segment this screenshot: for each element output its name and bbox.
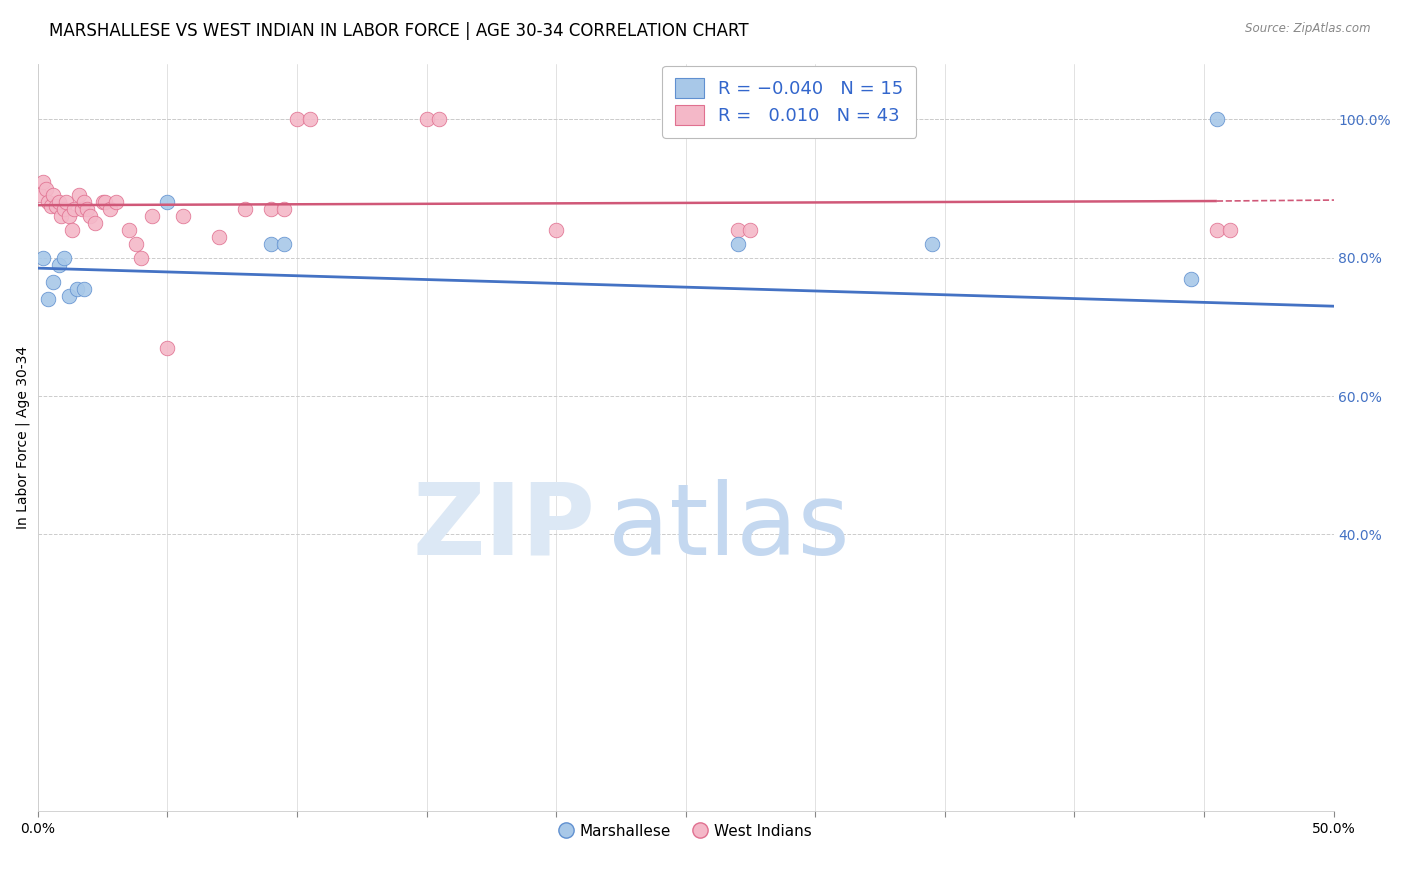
- Point: [58, 209, 80, 223]
- Point: [727, 223, 749, 237]
- Point: [52, 202, 75, 217]
- Point: [1219, 223, 1241, 237]
- Point: [233, 202, 256, 217]
- Point: [260, 236, 283, 251]
- Point: [60, 223, 83, 237]
- Point: [1206, 112, 1229, 127]
- Point: [48, 195, 70, 210]
- Point: [100, 202, 122, 217]
- Point: [91, 195, 114, 210]
- Point: [546, 223, 568, 237]
- Point: [55, 195, 77, 210]
- Point: [58, 289, 80, 303]
- Point: [42, 275, 65, 289]
- Point: [727, 236, 749, 251]
- Point: [48, 258, 70, 272]
- Point: [79, 209, 101, 223]
- Point: [117, 223, 139, 237]
- Text: MARSHALLESE VS WEST INDIAN IN LABOR FORCE | AGE 30-34 CORRELATION CHART: MARSHALLESE VS WEST INDIAN IN LABOR FORC…: [49, 22, 749, 40]
- Point: [273, 202, 295, 217]
- Point: [921, 236, 943, 251]
- Text: Source: ZipAtlas.com: Source: ZipAtlas.com: [1246, 22, 1371, 36]
- Point: [260, 202, 283, 217]
- Point: [740, 223, 762, 237]
- Point: [141, 209, 163, 223]
- Point: [34, 181, 56, 195]
- Point: [429, 112, 451, 127]
- Point: [63, 202, 86, 217]
- Point: [1206, 223, 1229, 237]
- Point: [52, 251, 75, 265]
- Point: [156, 341, 179, 355]
- Point: [94, 195, 117, 210]
- Point: [30, 188, 52, 202]
- Point: [208, 230, 231, 244]
- Point: [298, 112, 321, 127]
- Point: [37, 292, 59, 306]
- Point: [104, 195, 127, 210]
- Point: [172, 209, 194, 223]
- Text: atlas: atlas: [607, 479, 849, 575]
- Point: [42, 188, 65, 202]
- Point: [125, 236, 148, 251]
- Legend: Marshallese, West Indians: Marshallese, West Indians: [554, 817, 818, 845]
- Point: [37, 195, 59, 210]
- Point: [45, 199, 67, 213]
- Point: [285, 112, 308, 127]
- Point: [156, 195, 179, 210]
- Text: ZIP: ZIP: [412, 479, 595, 575]
- Point: [67, 188, 90, 202]
- Point: [415, 112, 437, 127]
- Point: [39, 199, 62, 213]
- Point: [131, 251, 153, 265]
- Y-axis label: In Labor Force | Age 30-34: In Labor Force | Age 30-34: [15, 346, 30, 529]
- Point: [32, 251, 55, 265]
- Point: [1180, 271, 1202, 285]
- Point: [49, 209, 72, 223]
- Point: [76, 202, 98, 217]
- Point: [32, 175, 55, 189]
- Point: [70, 202, 93, 217]
- Point: [66, 282, 89, 296]
- Point: [73, 195, 96, 210]
- Point: [273, 236, 295, 251]
- Point: [83, 216, 105, 230]
- Point: [73, 282, 96, 296]
